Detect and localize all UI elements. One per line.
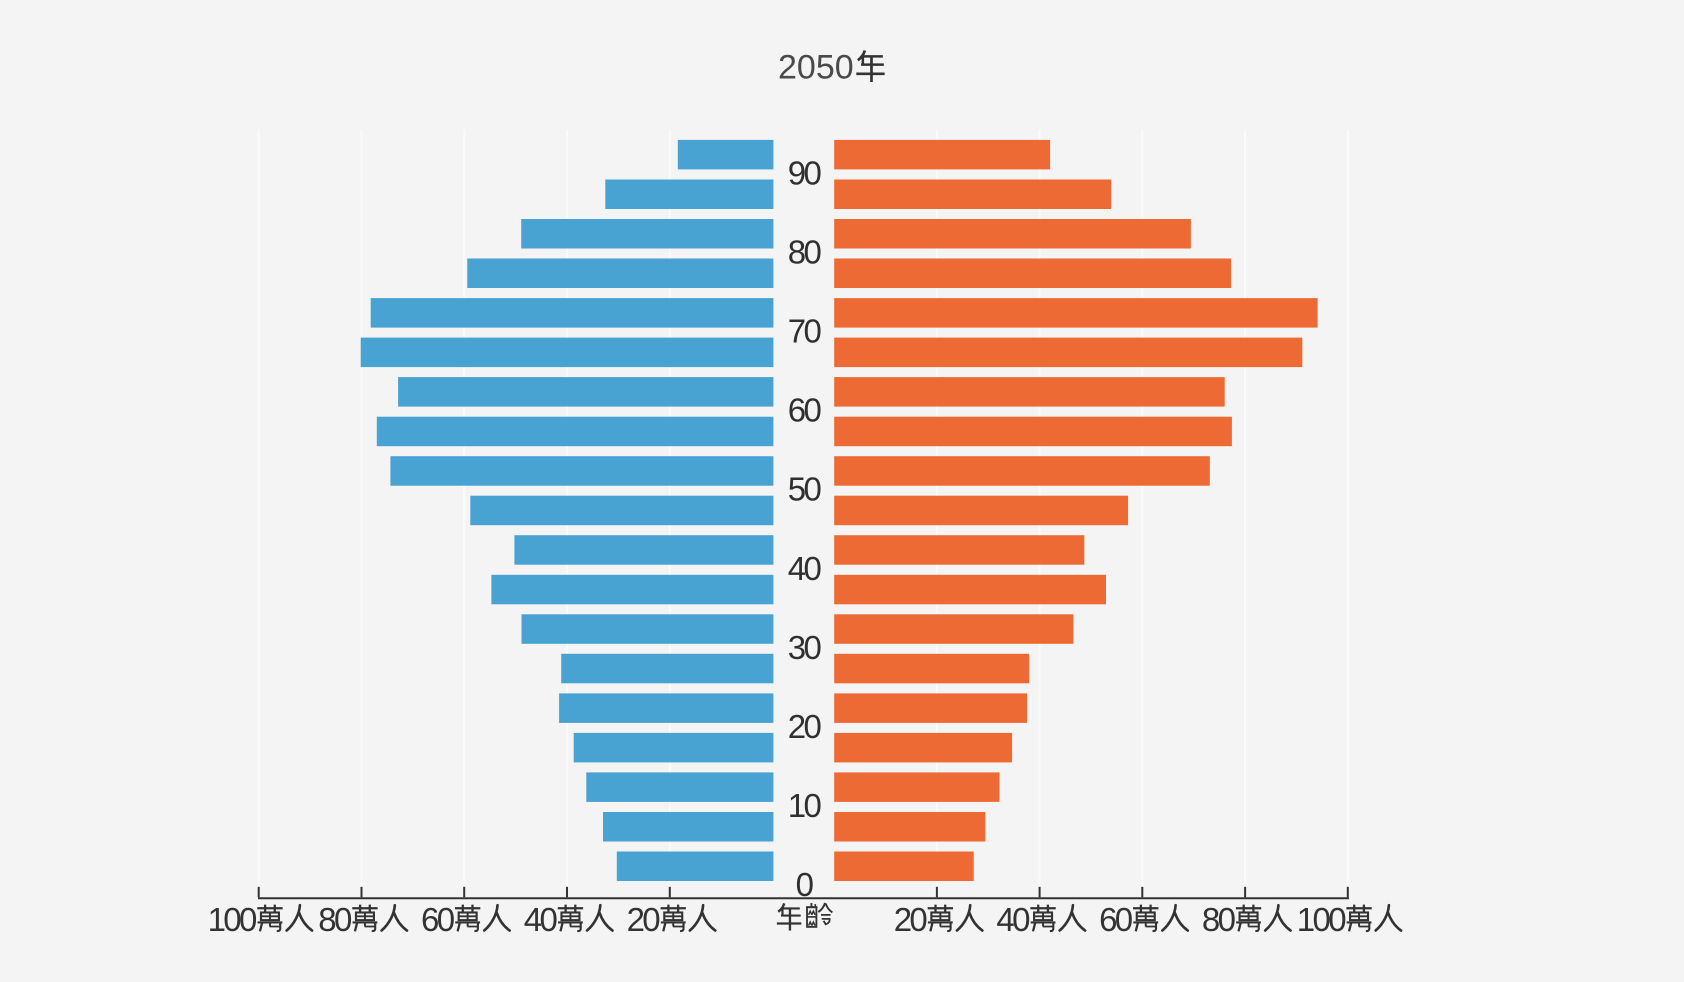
svg-text:80: 80 [318,901,352,938]
svg-text:100: 100 [1297,901,1346,938]
svg-text:60: 60 [788,392,822,429]
svg-text:60: 60 [1099,901,1133,938]
svg-text:90: 90 [788,155,822,192]
svg-text:30: 30 [788,629,822,666]
svg-text:80: 80 [788,234,822,271]
svg-text:100: 100 [208,901,257,938]
svg-text:40: 40 [996,901,1030,938]
svg-text:10: 10 [788,787,822,824]
svg-text:0: 0 [796,866,814,903]
svg-text:20: 20 [894,901,928,938]
svg-text:20: 20 [788,708,822,745]
svg-text:60: 60 [421,901,455,938]
svg-text:2050: 2050 [778,49,854,87]
svg-text:50: 50 [788,471,822,508]
svg-text:70: 70 [788,313,822,350]
svg-text:40: 40 [788,550,822,587]
svg-text:20: 20 [627,901,661,938]
svg-text:40: 40 [524,901,558,938]
svg-text:80: 80 [1202,901,1236,938]
